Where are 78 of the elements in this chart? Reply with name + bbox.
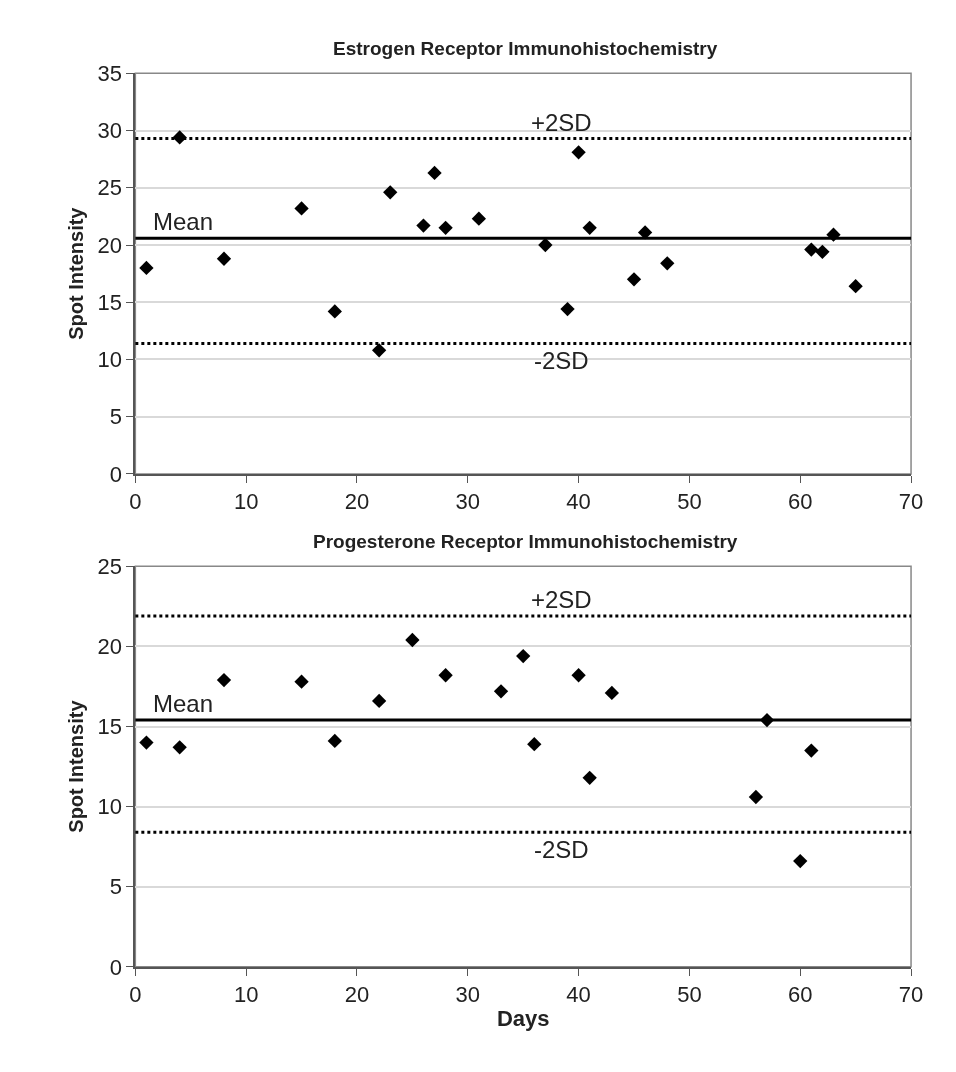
ref-line-label: +2SD (531, 586, 592, 613)
x-tick-label: 70 (898, 982, 924, 1008)
y-tick-label: 0 (109, 461, 122, 487)
point (493, 684, 509, 699)
chart-title: Progesterone Receptor Immunohistochemistry (313, 531, 738, 552)
point (637, 225, 653, 240)
y-tick-label: 15 (97, 714, 122, 740)
x-tick-label: 10 (233, 982, 259, 1008)
y-tick-label: 30 (97, 118, 122, 144)
point (383, 185, 398, 200)
point (438, 220, 453, 235)
y-tick-label: 35 (97, 61, 122, 87)
point (527, 737, 542, 752)
point (216, 672, 232, 688)
point (438, 668, 453, 683)
point (327, 304, 342, 319)
point (748, 789, 764, 805)
point (604, 685, 619, 701)
point (815, 244, 830, 260)
point (660, 256, 675, 271)
y-axis-title: Spot Intensity (65, 699, 88, 833)
y-tick-label: 10 (97, 794, 122, 820)
point (416, 218, 431, 233)
x-tick-label: 0 (129, 982, 142, 1008)
point (571, 668, 586, 683)
point (139, 735, 154, 750)
y-tick-label: 25 (97, 175, 122, 201)
x-tick-label: 60 (787, 489, 813, 515)
point (427, 165, 442, 181)
point (848, 279, 863, 294)
point (793, 853, 808, 869)
ref-line-label: +2SD (531, 109, 592, 136)
point (582, 770, 597, 785)
x-tick-label: 0 (129, 489, 142, 515)
point (327, 733, 342, 749)
y-tick-label: 20 (97, 634, 122, 660)
point (626, 272, 642, 287)
point (371, 343, 387, 358)
x-tick-label: 50 (677, 982, 702, 1008)
y-tick-label: 5 (109, 404, 122, 430)
ref-line-label: -2SD (534, 347, 589, 374)
x-tick-label: 20 (344, 982, 370, 1008)
point (516, 648, 531, 664)
y-tick-label: 10 (97, 347, 122, 373)
point (294, 201, 309, 216)
ref-line-label: Mean (153, 208, 214, 235)
x-tick-label: 60 (787, 982, 813, 1008)
y-tick-label: 25 (97, 554, 122, 580)
point (571, 145, 586, 160)
y-tick-label: 15 (97, 289, 122, 315)
point (471, 211, 487, 226)
point (405, 632, 420, 648)
point (216, 251, 232, 266)
chart-title: Estrogen Receptor Immunohistochemistry (333, 38, 718, 59)
y-tick-label: 20 (97, 232, 122, 258)
x-tick-label: 50 (677, 489, 702, 515)
point (804, 743, 819, 758)
point (560, 301, 575, 317)
point (371, 693, 387, 709)
y-axis-title: Spot Intensity (65, 206, 88, 340)
point (139, 260, 154, 276)
point (538, 237, 553, 253)
point (582, 220, 597, 235)
x-tick-label: 70 (898, 489, 924, 515)
x-tick-label: 10 (233, 489, 259, 515)
x-tick-label: 30 (455, 982, 481, 1008)
x-tick-label: 40 (566, 982, 591, 1008)
x-tick-label: 30 (455, 489, 481, 515)
y-tick-label: 0 (109, 954, 122, 980)
point (804, 242, 819, 257)
point (172, 740, 187, 755)
x-tick-label: 20 (344, 489, 370, 515)
x-tick-label: 40 (566, 489, 591, 515)
point (294, 674, 309, 689)
ref-line-label: -2SD (534, 836, 589, 863)
y-tick-label: 5 (109, 874, 122, 900)
ref-line-label: Mean (153, 690, 214, 717)
x-axis-title: Days (496, 1005, 550, 1031)
